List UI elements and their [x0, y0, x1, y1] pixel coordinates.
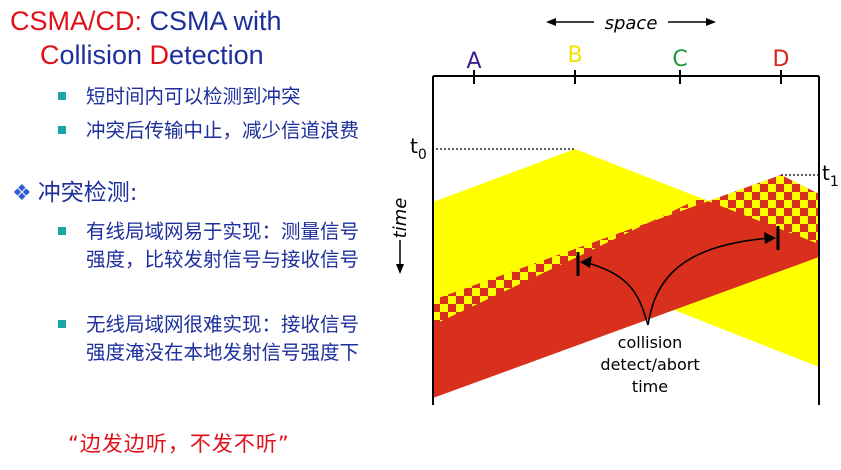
t1-subscript: 1 — [830, 174, 839, 190]
bullet-item: 无线局域网很难实现：接收信号强度淹没在本地发射信号强度下 — [58, 311, 376, 367]
t0-subscript: 0 — [418, 147, 427, 163]
square-bullet-icon — [58, 227, 66, 235]
title-etection: etection — [169, 40, 264, 70]
node-label-b: B — [567, 43, 582, 68]
square-bullet-icon — [58, 126, 66, 134]
annotation-collision: collision — [618, 333, 683, 352]
space-label: space — [605, 13, 658, 34]
arrowhead-right-icon — [764, 232, 776, 244]
diamond-bullet-icon: ❖ — [12, 181, 32, 206]
quote-text: “边发边听，不发不听” — [68, 432, 290, 456]
red-signal-region — [433, 175, 819, 398]
diagram-frame — [432, 75, 820, 405]
node-label-a: A — [466, 49, 481, 74]
node-label-c: C — [672, 47, 687, 72]
section-heading: ❖ 冲突检测: — [12, 178, 137, 209]
t1-letter: t — [822, 161, 830, 185]
section-heading-text: 冲突检测: — [37, 180, 138, 206]
arrowhead-left-icon — [580, 256, 592, 268]
bullet-item: 冲突后传输中止，减少信道浪费 — [58, 117, 378, 145]
bullet-text: 冲突后传输中止，减少信道浪费 — [86, 119, 360, 142]
node-ticks — [473, 70, 782, 84]
square-bullet-icon — [58, 92, 66, 100]
detect-markers — [576, 226, 780, 276]
bullet-item: 短时间内可以检测到冲突 — [58, 83, 378, 111]
t1-label: t1 — [822, 161, 839, 190]
annotation-arrows — [583, 237, 772, 326]
checkered-collision-band — [433, 175, 819, 325]
annotation-time: time — [632, 377, 668, 396]
time-axis-arrow — [396, 240, 404, 274]
bullet-text: 无线局域网很难实现：接收信号强度淹没在本地发射信号强度下 — [86, 313, 360, 364]
t0-letter: t — [410, 134, 418, 158]
node-label-d: D — [773, 47, 790, 72]
title-ollision: ollision — [59, 40, 150, 70]
annotation-detect-abort: detect/abort — [600, 355, 699, 374]
title-d-letter: D — [149, 40, 170, 70]
title-csma-cd: CSMA/CD: — [10, 6, 143, 36]
bullet-text: 有线局域网易于实现：测量信号强度，比较发射信号与接收信号 — [86, 220, 360, 271]
t0-label: t0 — [410, 134, 427, 163]
title-csma-with: CSMA with — [142, 6, 282, 36]
slide-title: CSMA/CD: CSMA with Collision Detection — [10, 4, 410, 72]
time-label: time — [390, 198, 411, 239]
bullet-item: 有线局域网易于实现：测量信号强度，比较发射信号与接收信号 — [58, 218, 376, 274]
square-bullet-icon — [58, 320, 66, 328]
title-c-letter: C — [40, 40, 60, 70]
bullet-text: 短时间内可以检测到冲突 — [86, 85, 301, 108]
space-axis-arrow — [546, 18, 716, 26]
